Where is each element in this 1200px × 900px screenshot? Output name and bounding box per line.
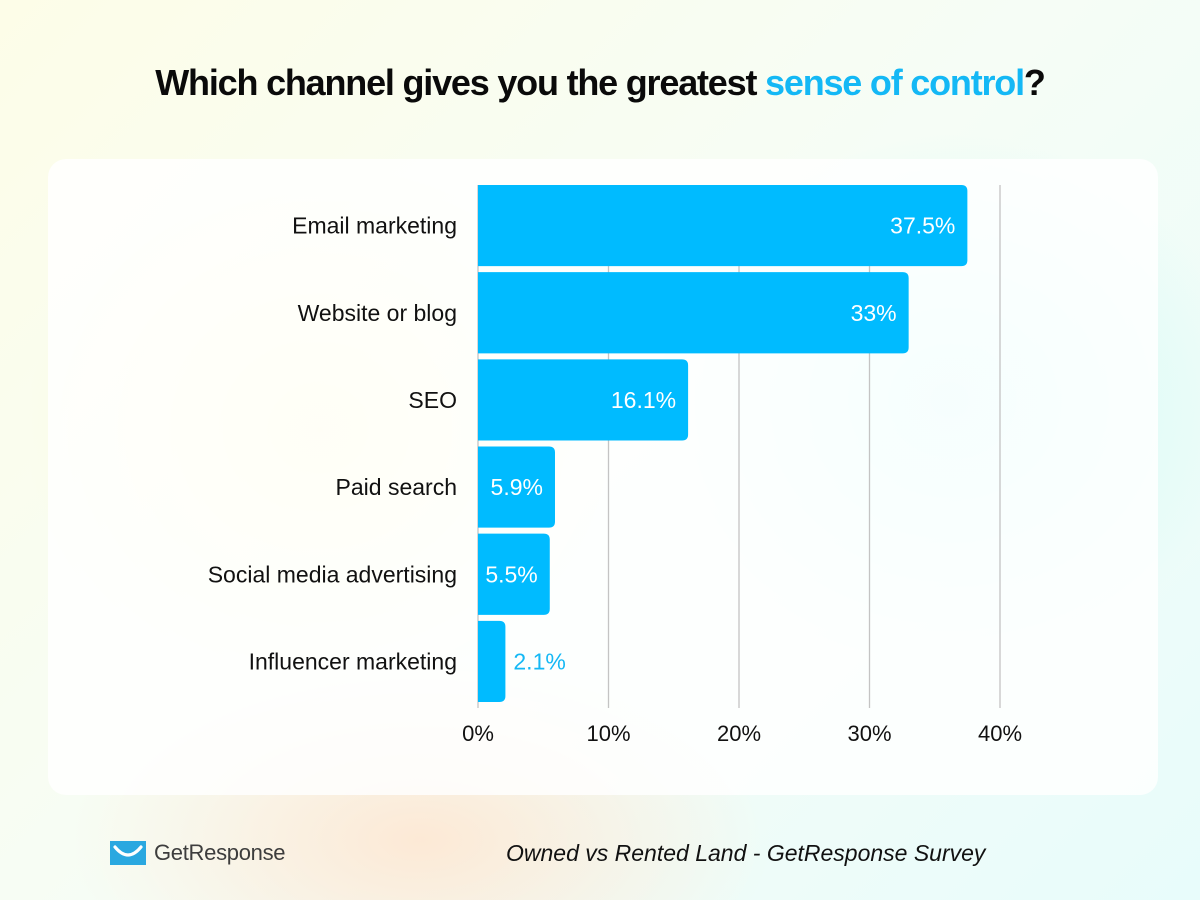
bar (478, 359, 689, 441)
x-tick-label: 40% (978, 721, 1022, 746)
chart-title: Which channel gives you the greatest sen… (0, 62, 1200, 104)
bar-value-label: 16.1% (611, 387, 676, 413)
bar (478, 272, 909, 354)
category-label: Influencer marketing (249, 648, 457, 674)
category-label: SEO (408, 387, 457, 413)
x-axis-ticks: 0% 10% 20% 30% 40% (462, 721, 1022, 746)
bar (478, 185, 968, 267)
x-tick-label: 20% (717, 721, 761, 746)
x-tick-label: 30% (847, 721, 891, 746)
bar (478, 620, 506, 702)
category-labels: Email marketing Website or blog SEO Paid se… (208, 213, 457, 675)
title-accent: sense of control (765, 62, 1025, 103)
source-caption: Owned vs Rented Land - GetResponse Surve… (506, 840, 986, 866)
brand-logo: GetResponse (110, 840, 286, 866)
x-tick-label: 0% (462, 721, 494, 746)
x-tick-label: 10% (586, 721, 630, 746)
bar-value-label: 33% (851, 300, 897, 326)
bar-value-label: 5.9% (491, 474, 543, 500)
category-label: Paid search (336, 474, 457, 500)
bar-value-label: 2.1% (513, 648, 565, 674)
bar (478, 533, 550, 615)
bar-value-label: 5.5% (485, 561, 537, 587)
bar-value-label: 37.5% (890, 213, 955, 239)
category-label: Social media advertising (208, 561, 457, 587)
title-end: ? (1023, 62, 1046, 103)
bar (478, 446, 555, 528)
category-label: Email marketing (292, 213, 457, 239)
title-main: Which channel gives you the greatest (155, 62, 766, 103)
envelope-smile-icon (110, 841, 146, 865)
category-label: Website or blog (298, 300, 457, 326)
bars: 37.5% 33% 16.1% 5.9% 5.5% 2.1% (478, 185, 968, 702)
brand-name: GetResponse (154, 840, 286, 865)
